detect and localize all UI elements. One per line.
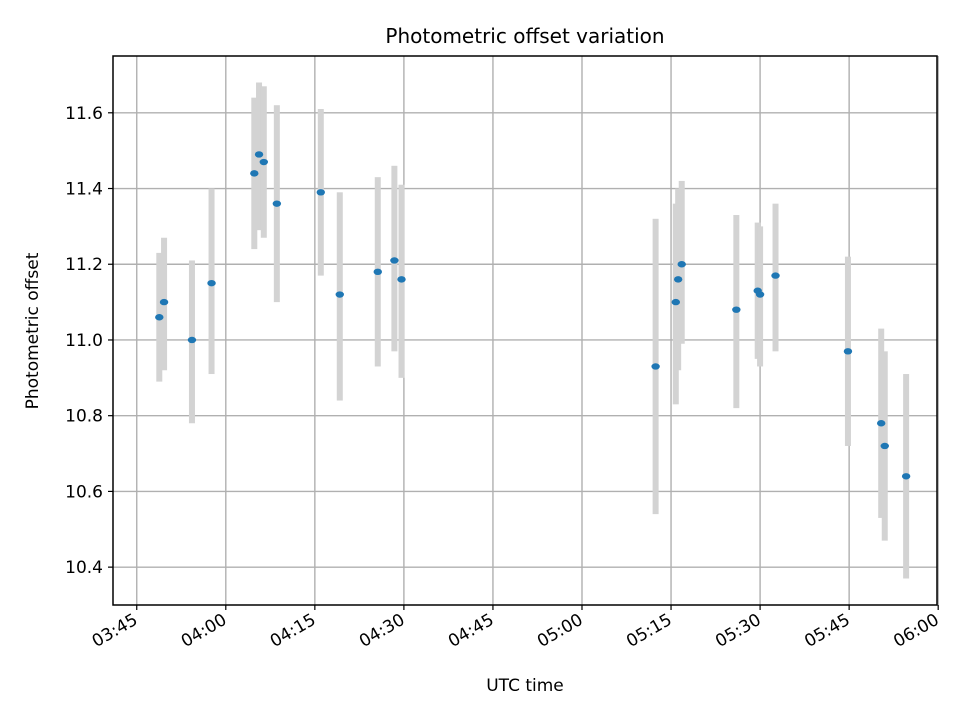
x-tick-label: 04:00	[178, 610, 230, 652]
point-layer	[155, 151, 911, 480]
data-point	[187, 336, 197, 344]
y-tick-label: 11.4	[65, 180, 103, 200]
x-tick-label: 05:15	[623, 610, 675, 652]
chart-title: Photometric offset variation	[385, 24, 664, 48]
data-point	[373, 268, 382, 276]
x-tick-label: 04:15	[267, 610, 319, 652]
data-point	[771, 272, 780, 279]
data-point	[671, 298, 680, 306]
y-tick-label: 11.6	[65, 104, 103, 124]
y-tick-label: 11.2	[65, 255, 103, 275]
plot-frame	[112, 55, 938, 606]
data-point	[250, 170, 259, 177]
y-tick-label: 10.8	[65, 407, 103, 427]
data-point	[651, 363, 660, 370]
data-point	[254, 151, 264, 158]
data-point	[159, 298, 169, 306]
y-tick-label: 11.0	[65, 331, 103, 351]
y-axis-label: Photometric offset	[23, 252, 43, 409]
x-tick-label: 06:00	[890, 610, 942, 652]
data-point	[207, 279, 216, 287]
data-point	[272, 200, 282, 207]
x-tick-label: 03:45	[89, 610, 141, 652]
errorbar-layer	[156, 82, 910, 579]
x-tick-label: 05:00	[534, 610, 586, 652]
data-point	[901, 473, 911, 480]
x-tick-label: 04:45	[445, 610, 497, 652]
data-point	[390, 257, 399, 264]
y-tick-label: 10.6	[65, 482, 103, 502]
data-point	[732, 306, 741, 313]
x-axis-ticks: 03:45 04:00 04:15 04:30 04:45 05:00 05:15 05:30…	[89, 605, 943, 652]
x-tick-label: 05:30	[712, 610, 764, 652]
x-tick-label: 05:45	[801, 610, 853, 652]
y-tick-label: 10.4	[65, 558, 103, 578]
x-tick-label: 04:30	[356, 610, 408, 652]
y-axis-ticks: 10.4 10.6 10.8 11.0 11.2 11.4 11.6	[65, 104, 113, 578]
data-point	[259, 158, 268, 166]
data-point	[335, 291, 344, 298]
data-point	[880, 442, 889, 450]
data-point	[397, 276, 406, 283]
grid-layer	[113, 56, 939, 605]
data-point	[755, 291, 765, 298]
data-point	[673, 276, 683, 283]
data-point	[677, 261, 686, 268]
data-point	[843, 348, 853, 355]
x-axis-label: UTC time	[486, 676, 564, 696]
data-point	[876, 420, 886, 427]
data-point	[155, 314, 164, 321]
data-point	[316, 189, 325, 196]
